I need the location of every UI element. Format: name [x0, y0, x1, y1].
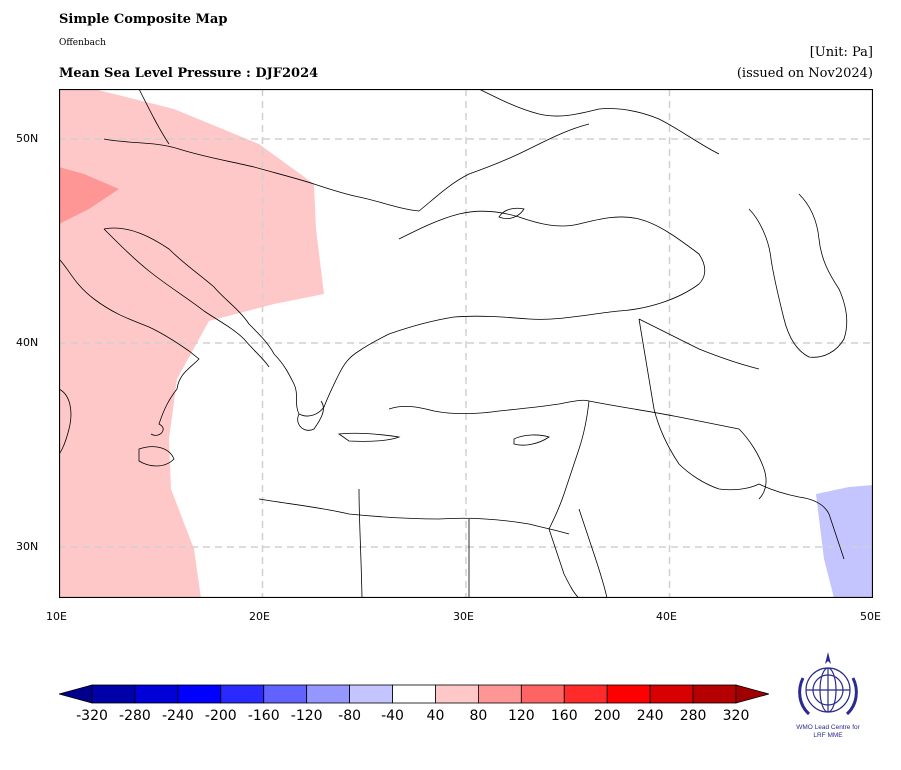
wmo-logo: WMO Lead Centre for LRF MME — [796, 652, 861, 739]
colorbar-cell — [349, 684, 393, 704]
colorbar-tick-label: 80 — [469, 708, 488, 724]
colorbar-tick-label: 320 — [722, 708, 750, 724]
x-tick-label: 20E — [249, 610, 270, 623]
colorbar-tick-label: 120 — [507, 708, 535, 724]
negative-anomaly-80-40 — [816, 485, 873, 598]
colorbar-tick-label: 40 — [426, 708, 445, 724]
colorbar-over-arrow — [735, 684, 769, 704]
colorbar-cell — [649, 684, 694, 704]
colorbar-tick-label: -320 — [76, 708, 108, 724]
issued-label: (issued on Nov2024) — [736, 66, 873, 81]
colorbar-cell — [563, 684, 608, 704]
colorbar-tick-label: -200 — [204, 708, 237, 724]
colorbar-cell — [435, 684, 479, 704]
colorbar-cell — [134, 684, 179, 704]
map-title: Simple Composite Map — [59, 12, 228, 27]
colorbar — [59, 684, 769, 704]
y-tick-label: 50N — [16, 132, 39, 145]
colorbar-cell — [392, 684, 436, 704]
x-tick-label: 30E — [453, 610, 474, 623]
map-panel — [59, 89, 873, 598]
colorbar-tick-label: -120 — [290, 708, 323, 724]
colorbar-tick-label: -240 — [161, 708, 194, 724]
logo-text-line2: LRF MME — [813, 732, 843, 739]
colorbar-cell — [220, 684, 265, 704]
colorbar-tick-label: -160 — [247, 708, 280, 724]
colorbar-tick-label: -280 — [119, 708, 151, 724]
y-tick-label: 40N — [16, 336, 39, 349]
map-subtitle: Offenbach — [59, 38, 106, 48]
logo-text-line1: WMO Lead Centre for — [796, 724, 860, 731]
unit-label: [Unit: Pa] — [809, 45, 873, 60]
colorbar-cell — [692, 684, 737, 704]
graticule — [59, 89, 873, 598]
colorbar-under-arrow — [59, 684, 93, 704]
colorbar-tick-label: -80 — [338, 708, 362, 724]
colorbar-cell — [477, 684, 522, 704]
variable-title: Mean Sea Level Pressure : DJF2024 — [59, 66, 319, 81]
colorbar-tick-label: 160 — [550, 708, 578, 724]
x-tick-label: 10E — [46, 610, 67, 623]
colorbar-tick-label: 280 — [679, 708, 707, 724]
coastlines — [59, 89, 848, 598]
x-tick-label: 50E — [860, 610, 881, 623]
colorbar-cell — [91, 684, 136, 704]
y-tick-label: 30N — [16, 540, 39, 553]
colorbar-cell — [306, 684, 351, 704]
colorbar-cell — [606, 684, 651, 704]
colorbar-cell — [177, 684, 222, 704]
colorbar-tick-label: -40 — [381, 708, 404, 724]
x-tick-label: 40E — [656, 610, 677, 623]
colorbar-cell — [520, 684, 565, 704]
colorbar-cell — [263, 684, 308, 704]
colorbar-tick-label: 240 — [636, 708, 664, 724]
colorbar-tick-label: 200 — [593, 708, 621, 724]
positive-anomaly-80-120 — [59, 167, 119, 224]
